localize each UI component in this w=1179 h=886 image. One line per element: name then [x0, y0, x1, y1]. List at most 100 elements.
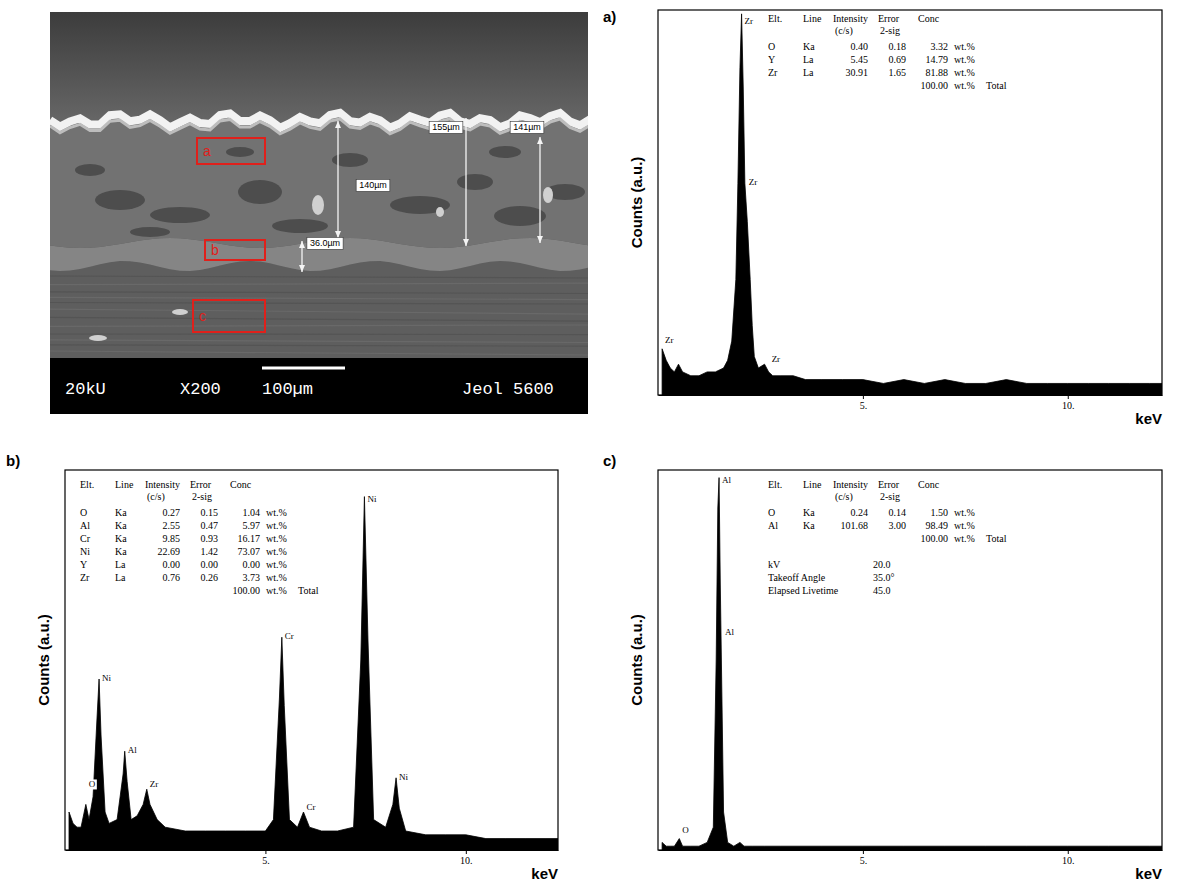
peak-annotation: Ni — [101, 673, 112, 683]
measure-label: 140µm — [356, 179, 390, 191]
table-total: Total — [986, 533, 1007, 544]
table-cell: Ka — [803, 507, 815, 518]
peak-label-patch — [664, 335, 675, 345]
measure-box — [429, 121, 463, 133]
x-axis-title: keV — [531, 865, 558, 882]
pore — [457, 174, 493, 190]
panel-label: a) — [603, 8, 616, 25]
plot-background — [65, 470, 558, 850]
x-tick-mark — [863, 850, 864, 854]
table-cell: 30.91 — [846, 67, 869, 78]
peak-label: Al — [725, 627, 734, 637]
peak-label: Cr — [285, 631, 294, 641]
peak-label: Ni — [102, 673, 111, 683]
table-cell: wt.% — [954, 507, 975, 518]
table-cell: 0.93 — [201, 533, 219, 544]
substrate-streak — [50, 276, 588, 278]
x-axis-line — [66, 850, 559, 851]
table-cell: wt.% — [954, 41, 975, 52]
table-cell: 2.55 — [163, 520, 181, 531]
arrow-head — [463, 239, 469, 246]
table-header: Line — [803, 13, 822, 24]
peak-annotation: Ni — [398, 772, 409, 782]
bright-speck — [89, 335, 107, 341]
measure-text: 140µm — [359, 180, 387, 190]
peak-label-patch — [744, 16, 755, 26]
y-axis-title: Counts (a.u.) — [628, 157, 645, 249]
x-tick-label: 10. — [1062, 400, 1075, 411]
table-cell: wt.% — [266, 507, 287, 518]
peak-label-patch — [88, 779, 97, 789]
eds-panel: 5.10.Counts (a.u.)keVc)AlAlOElt.LineInte… — [603, 452, 1163, 882]
arrow-head — [299, 241, 305, 248]
bond-coat — [50, 238, 588, 271]
table-cell: Y — [80, 559, 87, 570]
panel-label: b) — [6, 452, 20, 469]
arrow-head — [299, 265, 305, 272]
peak-label: Ni — [367, 494, 376, 504]
table-header: Elt. — [80, 479, 94, 490]
peak-annotation: Al — [724, 627, 735, 637]
bright-speck — [312, 195, 324, 215]
measure-line — [465, 118, 466, 246]
table-cell: 1.65 — [889, 67, 907, 78]
table-subheader: (c/s) — [835, 25, 853, 37]
region-label: c — [199, 308, 206, 324]
peak-label-patch — [721, 475, 732, 485]
table-cell: 0.18 — [889, 41, 907, 52]
peak-label: Zr — [150, 779, 159, 789]
measure-line — [337, 121, 338, 238]
x-tick: 10. — [460, 850, 473, 866]
spectrum-area — [662, 478, 1162, 850]
spectrum-area — [662, 14, 1162, 395]
substrate-streak — [50, 333, 588, 335]
arrow-head — [335, 121, 341, 128]
table-cell: 14.79 — [926, 54, 949, 65]
x-tick-label: 5. — [262, 855, 270, 866]
scale-bar — [262, 367, 345, 370]
x-tick-label: 5. — [860, 400, 868, 411]
measure-box — [356, 179, 390, 191]
x-axis: 5. 10. — [66, 850, 559, 866]
plot-frame — [658, 470, 1162, 850]
peak-annotation: Cr — [284, 631, 295, 641]
peak-label-patch — [771, 354, 782, 364]
table-cell: 9.85 — [163, 533, 181, 544]
x-tick: 5. — [262, 850, 270, 866]
peak-label: O — [89, 779, 96, 789]
y-axis-title: Counts (a.u.) — [628, 614, 645, 706]
panel-label: c) — [603, 452, 616, 469]
peak-label-patch — [305, 802, 316, 812]
peak-label-patch — [398, 772, 409, 782]
table-header: Error — [878, 13, 900, 24]
table-total: wt.% — [266, 585, 287, 596]
peak-label: Al — [722, 475, 731, 485]
table-cell: Ka — [115, 533, 127, 544]
table-cell: Y — [768, 54, 775, 65]
table-cell: wt.% — [954, 520, 975, 531]
table-total: Total — [986, 80, 1007, 91]
x-axis-title: keV — [1135, 410, 1162, 427]
substrate-streak — [50, 317, 588, 321]
pore — [150, 207, 210, 223]
substrate-streak — [50, 283, 588, 285]
pore — [238, 180, 282, 204]
peak-annotation: Ni — [366, 494, 377, 504]
pore — [494, 206, 546, 226]
pore — [489, 146, 521, 158]
table-cell: Ka — [115, 546, 127, 557]
measure-label: 155µm — [429, 121, 463, 133]
table-cell: 0.15 — [201, 507, 219, 518]
acquisition-value: 35.0° — [873, 572, 895, 583]
table-cell: 0.00 — [163, 559, 181, 570]
measure-label: 141µm — [510, 121, 544, 133]
table-cell: O — [768, 507, 775, 518]
measure-line — [539, 137, 540, 243]
table-header: Intensity — [833, 13, 868, 24]
plot-background — [658, 470, 1162, 850]
pore — [272, 219, 328, 233]
x-axis: 5. 10. — [659, 395, 1163, 411]
bright-speck — [436, 207, 444, 217]
peak-annotation: Zr — [664, 335, 675, 345]
table-cell: 3.73 — [243, 572, 261, 583]
